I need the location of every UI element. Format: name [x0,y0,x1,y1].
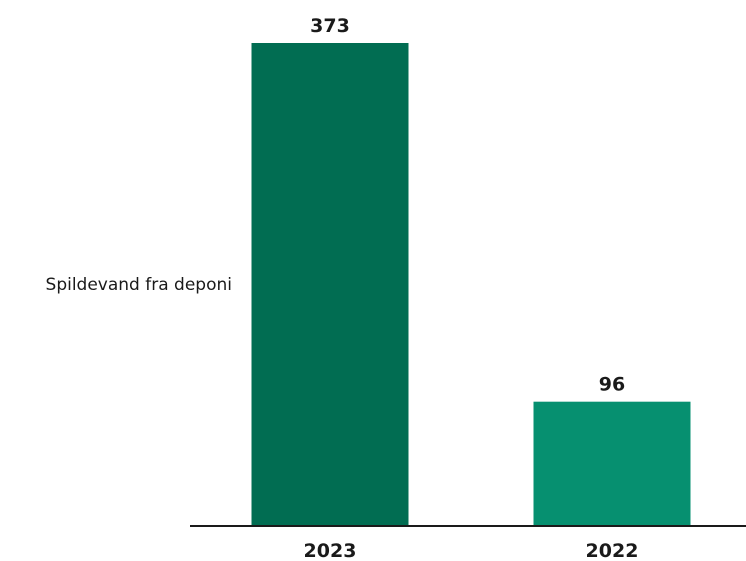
value-labels-group: 373 96 [310,15,625,396]
x-tick-labels-group: 2023 2022 [304,540,639,561]
bars-group [251,43,691,526]
value-label-2023: 373 [310,15,350,37]
category-label: Spildevand fra deponi [46,275,232,295]
x-tick-label-2023: 2023 [304,540,357,561]
value-label-2022: 96 [599,374,625,396]
bar-2022 [533,401,691,526]
bar-2023 [251,43,409,526]
x-tick-label-2022: 2022 [586,540,639,561]
